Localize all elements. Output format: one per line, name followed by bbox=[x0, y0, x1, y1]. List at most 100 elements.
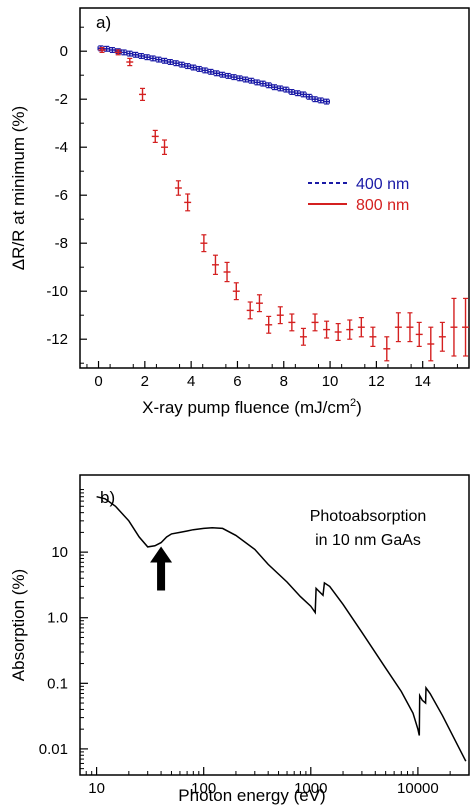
x-tick-label: 2 bbox=[141, 373, 149, 390]
point-800nm bbox=[346, 319, 354, 340]
x-tick-label: 6 bbox=[233, 373, 241, 390]
panel-b-x-axis-label: Photon energy (eV) bbox=[178, 786, 325, 805]
point-400nm bbox=[323, 98, 330, 105]
point-400nm bbox=[224, 72, 232, 79]
point-400nm bbox=[143, 54, 151, 61]
arrow-icon bbox=[150, 546, 173, 591]
panel-b-series bbox=[96, 495, 467, 762]
point-400nm bbox=[172, 60, 180, 67]
point-800nm bbox=[323, 320, 331, 339]
y-tick-label: 0.1 bbox=[47, 675, 68, 692]
point-400nm bbox=[201, 67, 209, 74]
point-800nm bbox=[265, 315, 273, 334]
panel-a-chart: 0 2 4 6 8 10 12 14 0 -2 -4 -6 -8 -10 -12 a) ΔR/R at mi… bbox=[9, 7, 470, 417]
point-400nm bbox=[305, 93, 313, 100]
point-400nm bbox=[294, 90, 302, 97]
point-800nm bbox=[184, 193, 192, 212]
x-tick-label: 0 bbox=[94, 373, 102, 390]
point-800nm bbox=[211, 254, 219, 275]
point-400nm bbox=[236, 75, 244, 82]
point-800nm bbox=[299, 327, 307, 346]
point-400nm bbox=[166, 58, 174, 66]
point-800nm bbox=[311, 313, 319, 332]
panel-b-y-axis-label: Absorption (%) bbox=[9, 569, 28, 681]
y-tick-label: 10 bbox=[51, 544, 68, 561]
point-800nm bbox=[369, 326, 377, 347]
x-tick-label: 14 bbox=[414, 373, 431, 390]
point-400nm bbox=[311, 96, 319, 103]
point-400nm bbox=[132, 51, 139, 58]
point-800nm bbox=[462, 297, 469, 357]
point-400nm bbox=[253, 79, 261, 86]
point-400nm bbox=[230, 74, 238, 81]
point-400nm bbox=[288, 88, 296, 96]
x-tick-label: 10 bbox=[322, 373, 339, 390]
point-800nm bbox=[174, 180, 182, 196]
point-800nm bbox=[126, 57, 134, 67]
y-tick-label: -10 bbox=[46, 283, 68, 300]
x-tick-label: 4 bbox=[187, 373, 195, 390]
panel-a-y-axis-label: ΔR/R at minimum (%) bbox=[9, 106, 28, 270]
point-800nm bbox=[114, 49, 122, 56]
annotation-line-2: in 10 nm GaAs bbox=[315, 532, 421, 549]
point-800nm bbox=[255, 294, 263, 313]
y-tick-label: 0 bbox=[60, 43, 68, 60]
point-800nm bbox=[151, 129, 159, 143]
y-tick-label: -6 bbox=[55, 187, 68, 204]
panel-a-series bbox=[97, 45, 469, 362]
x-tick-label: 10 bbox=[88, 780, 105, 797]
point-400nm bbox=[219, 71, 226, 78]
y-tick-label: -2 bbox=[55, 91, 68, 108]
point-400nm bbox=[120, 49, 128, 56]
y-tick-label: -12 bbox=[46, 331, 68, 348]
y-tick-label: -8 bbox=[55, 235, 68, 252]
point-800nm bbox=[450, 297, 458, 357]
point-400nm bbox=[195, 65, 203, 72]
point-800nm bbox=[438, 321, 446, 352]
x-tick-label: 1000 bbox=[294, 780, 327, 797]
panel-a-legend: 400 nm 800 nm bbox=[308, 176, 409, 214]
annotation-line-1: Photoabsorption bbox=[310, 508, 427, 525]
point-400nm bbox=[247, 77, 255, 84]
point-400nm bbox=[242, 76, 249, 83]
y-tick-label: 1.0 bbox=[47, 610, 68, 627]
point-800nm bbox=[223, 261, 231, 283]
point-400nm bbox=[109, 46, 116, 54]
legend-label-400nm: 400 nm bbox=[356, 176, 409, 193]
point-400nm bbox=[271, 84, 278, 91]
point-400nm bbox=[300, 91, 307, 98]
absorption-curve bbox=[96, 495, 467, 762]
point-800nm bbox=[98, 46, 106, 54]
x-tick-label: 12 bbox=[368, 373, 385, 390]
x-tick-label: 100 bbox=[191, 780, 216, 797]
point-400nm bbox=[259, 80, 267, 87]
panel-a-x-axis-label: X-ray pump fluence (mJ/cm2) bbox=[142, 397, 362, 417]
x-tick-label: 8 bbox=[280, 373, 288, 390]
legend-label-800nm: 800 nm bbox=[356, 197, 409, 214]
point-800nm bbox=[357, 317, 365, 338]
point-800nm bbox=[161, 139, 168, 155]
point-800nm bbox=[288, 313, 296, 332]
point-400nm bbox=[207, 68, 215, 75]
point-400nm bbox=[282, 86, 290, 93]
panel-b-label: b) bbox=[100, 488, 115, 507]
point-800nm bbox=[394, 312, 402, 343]
point-800nm bbox=[383, 336, 391, 362]
y-tick-label: -4 bbox=[55, 139, 68, 156]
point-800nm bbox=[200, 234, 208, 253]
panel-b-ticks: 10 100 1000 10000 10 1.0 0.1 0.01 bbox=[39, 489, 470, 797]
point-800nm bbox=[246, 301, 254, 320]
point-800nm bbox=[139, 87, 146, 102]
point-400nm bbox=[213, 70, 220, 77]
point-400nm bbox=[126, 50, 134, 57]
point-400nm bbox=[265, 82, 273, 89]
point-400nm bbox=[276, 85, 284, 92]
point-800nm bbox=[232, 282, 240, 301]
point-800nm bbox=[427, 326, 435, 362]
point-400nm bbox=[184, 63, 192, 70]
point-400nm bbox=[161, 57, 168, 64]
panel-b-chart: 10 100 1000 10000 10 1.0 0.1 0.01 b) Absorption… bbox=[9, 474, 470, 805]
point-800nm bbox=[415, 321, 423, 347]
point-800nm bbox=[406, 312, 414, 343]
